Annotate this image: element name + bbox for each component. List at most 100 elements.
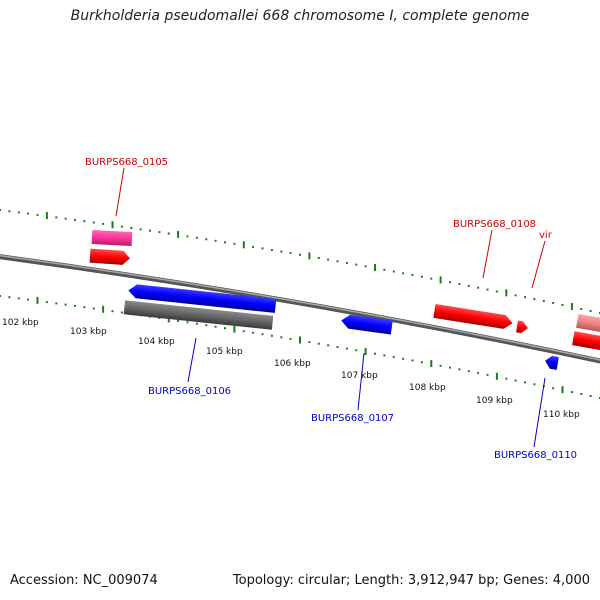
minor-tick bbox=[449, 366, 451, 369]
minor-tick bbox=[289, 337, 292, 340]
minor-tick bbox=[458, 283, 461, 285]
minor-tick bbox=[270, 334, 273, 337]
minor-tick bbox=[420, 361, 423, 364]
minor-tick bbox=[17, 211, 20, 214]
minor-tick bbox=[514, 379, 517, 382]
chromosome-backbone bbox=[0, 254, 600, 364]
minor-tick bbox=[139, 228, 142, 231]
minor-tick bbox=[280, 336, 283, 339]
feature-salmon[interactable] bbox=[576, 313, 600, 335]
minor-tick bbox=[186, 321, 189, 324]
minor-tick bbox=[252, 331, 255, 334]
minor-tick bbox=[580, 308, 583, 310]
major-tick bbox=[308, 252, 311, 260]
minor-tick bbox=[83, 220, 86, 223]
minor-tick bbox=[345, 347, 348, 350]
minor-tick bbox=[92, 221, 95, 224]
major-tick bbox=[111, 221, 114, 229]
feature-edge-red[interactable] bbox=[572, 331, 600, 353]
minor-tick bbox=[383, 354, 386, 357]
minor-tick bbox=[589, 310, 592, 312]
minor-tick bbox=[83, 306, 86, 309]
minor-tick bbox=[27, 298, 30, 301]
minor-tick bbox=[327, 344, 330, 347]
minor-tick bbox=[514, 294, 517, 297]
feature-vir[interactable] bbox=[516, 320, 529, 334]
minor-tick bbox=[336, 260, 339, 263]
minor-tick bbox=[214, 239, 217, 242]
minor-tick bbox=[486, 288, 489, 291]
feature-burps668-0108[interactable] bbox=[433, 303, 513, 330]
kbp-label: 110 kbp bbox=[543, 410, 580, 420]
minor-tick bbox=[92, 307, 95, 310]
gene-label-vir: vir bbox=[539, 230, 553, 241]
minor-tick bbox=[533, 298, 536, 301]
major-tick bbox=[299, 336, 301, 344]
minor-tick bbox=[186, 235, 189, 238]
minor-tick bbox=[364, 265, 367, 268]
minor-tick bbox=[205, 238, 208, 241]
minor-tick bbox=[495, 290, 498, 293]
minor-tick bbox=[374, 352, 376, 355]
minor-tick bbox=[299, 253, 301, 256]
minor-tick bbox=[214, 325, 217, 328]
minor-tick bbox=[449, 281, 451, 284]
feature-pink[interactable] bbox=[91, 229, 133, 247]
minor-tick bbox=[8, 296, 11, 299]
minor-tick bbox=[195, 322, 198, 325]
minor-tick bbox=[280, 250, 283, 253]
major-tick bbox=[561, 386, 564, 394]
minor-tick bbox=[55, 216, 58, 219]
feature-gray[interactable] bbox=[123, 300, 274, 330]
feature-burps668-0110[interactable] bbox=[544, 355, 559, 370]
major-tick bbox=[233, 325, 236, 333]
minor-tick bbox=[205, 324, 208, 327]
minor-tick bbox=[552, 387, 555, 390]
leader-burps668-0108 bbox=[482, 229, 493, 279]
minor-tick bbox=[289, 252, 292, 255]
genome-summary-text: Topology: circular; Length: 3,912,947 bp… bbox=[232, 573, 590, 588]
accession-text: Accession: NC_009074 bbox=[10, 573, 158, 588]
gene-label-burps668-0105: BURPS668_0105 bbox=[85, 157, 168, 168]
minor-tick bbox=[336, 346, 339, 348]
minor-tick bbox=[317, 257, 320, 259]
kbp-label: 102 kbp bbox=[2, 318, 39, 328]
minor-tick bbox=[467, 370, 470, 373]
feature-burps668-0106[interactable] bbox=[128, 284, 277, 313]
minor-tick bbox=[158, 317, 161, 319]
leader-vir bbox=[531, 240, 546, 289]
minor-tick bbox=[524, 381, 526, 384]
major-tick bbox=[439, 276, 442, 284]
leader-burps668-0107 bbox=[357, 352, 365, 411]
minor-tick bbox=[261, 247, 264, 250]
minor-tick bbox=[74, 304, 76, 307]
minor-tick bbox=[252, 245, 255, 248]
minor-tick bbox=[64, 217, 67, 220]
minor-tick bbox=[402, 272, 405, 275]
minor-tick bbox=[317, 342, 320, 345]
kbp-label: 105 kbp bbox=[206, 347, 243, 357]
minor-tick bbox=[242, 330, 245, 333]
minor-tick bbox=[120, 311, 123, 314]
minor-tick bbox=[327, 258, 330, 261]
minor-tick bbox=[45, 301, 48, 304]
minor-tick bbox=[420, 275, 423, 278]
leader-burps668-0106 bbox=[187, 337, 197, 383]
minor-tick bbox=[392, 356, 395, 359]
leader-burps668-0105 bbox=[115, 167, 125, 217]
major-tick bbox=[36, 296, 39, 304]
inner-tick-track bbox=[0, 295, 600, 399]
minor-tick bbox=[27, 212, 30, 215]
feature-burps668-0105[interactable] bbox=[89, 248, 131, 266]
minor-tick bbox=[158, 231, 161, 234]
minor-tick bbox=[149, 229, 151, 232]
feature-burps668-0107[interactable] bbox=[340, 314, 393, 335]
minor-tick bbox=[36, 213, 39, 216]
minor-tick bbox=[355, 349, 358, 352]
minor-tick bbox=[430, 277, 433, 280]
minor-tick bbox=[64, 303, 67, 306]
major-tick bbox=[242, 241, 245, 249]
minor-tick bbox=[467, 284, 470, 287]
leader-burps668-0110 bbox=[533, 377, 546, 448]
